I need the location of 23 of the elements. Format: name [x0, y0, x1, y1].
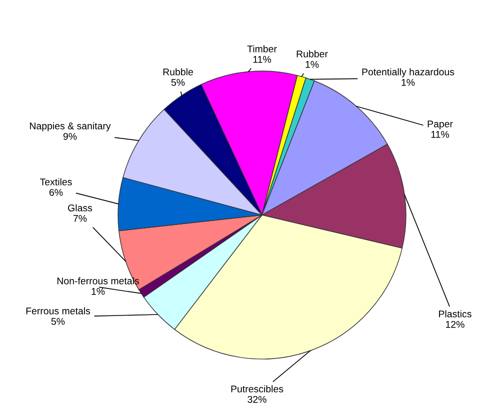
slice-label: Rubble [163, 68, 193, 76]
slice-label: Rubber [296, 50, 328, 58]
slice-label: Putrescibles [231, 385, 284, 392]
slice-label: Timber [247, 45, 277, 52]
slice-label: Glass [68, 204, 92, 212]
data-label: 6% [49, 188, 63, 196]
slice-label: Ferrous metals [26, 307, 90, 314]
slice-label: Nappies & sanitary [30, 122, 111, 132]
data-label: 11% [253, 56, 272, 63]
data-label: 5% [171, 79, 185, 86]
slice-label: Textiles [40, 178, 72, 186]
data-label: 7% [73, 215, 87, 222]
data-label: 12% [446, 320, 464, 328]
data-label: 1% [306, 61, 319, 68]
data-label: 32% [248, 396, 266, 403]
slice-label: Potentially hazardous [362, 68, 454, 78]
data-label: 1% [402, 79, 415, 86]
data-label: 5% [51, 318, 65, 325]
data-label: 1% [92, 288, 105, 295]
data-label: 11% [431, 131, 450, 138]
slice-label: Paper [428, 120, 453, 130]
data-label: 9% [63, 132, 77, 140]
slice-label: Plastics [439, 310, 472, 318]
